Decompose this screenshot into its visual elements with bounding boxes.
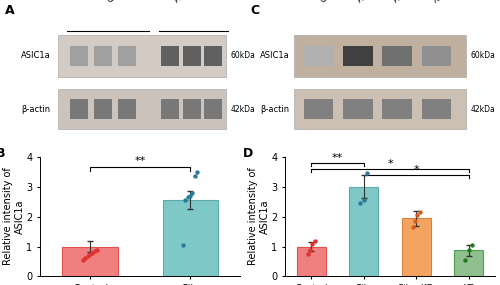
Point [84, 253, 92, 258]
FancyBboxPatch shape [94, 99, 112, 119]
FancyBboxPatch shape [304, 46, 334, 66]
Text: 42kDa: 42kDa [230, 105, 256, 113]
FancyBboxPatch shape [422, 99, 451, 119]
Point [360, 198, 368, 202]
Text: *: * [414, 165, 419, 175]
FancyBboxPatch shape [182, 46, 200, 66]
Text: C: C [250, 4, 259, 17]
Text: 60kDa: 60kDa [470, 52, 496, 60]
FancyBboxPatch shape [58, 89, 226, 129]
Point [82, 256, 90, 260]
Point [461, 258, 469, 262]
Point [90, 249, 98, 253]
Y-axis label: Relative intensity of
ASIC1a: Relative intensity of ASIC1a [3, 168, 24, 265]
Text: Pilo+KD: Pilo+KD [392, 0, 425, 4]
Text: 42kDa: 42kDa [470, 105, 495, 113]
FancyBboxPatch shape [294, 35, 466, 77]
FancyBboxPatch shape [58, 35, 226, 77]
Point [306, 247, 314, 252]
Point [416, 210, 424, 214]
FancyBboxPatch shape [294, 89, 466, 129]
FancyBboxPatch shape [161, 99, 179, 119]
Point [364, 171, 372, 176]
Point [88, 250, 96, 255]
Text: β-actin: β-actin [260, 105, 289, 113]
FancyBboxPatch shape [343, 46, 372, 66]
FancyBboxPatch shape [204, 99, 222, 119]
Bar [454, 250, 483, 276]
Point [188, 190, 196, 195]
Point [356, 201, 364, 205]
Text: Control: Control [318, 0, 348, 4]
Text: β-actin: β-actin [22, 105, 50, 113]
Point [468, 243, 476, 247]
Point [93, 247, 101, 252]
Point [311, 238, 319, 243]
FancyBboxPatch shape [70, 99, 88, 119]
Bar [350, 187, 378, 276]
Point [179, 243, 187, 247]
Bar [162, 200, 218, 276]
Text: **: ** [134, 156, 145, 166]
FancyBboxPatch shape [70, 46, 88, 66]
Text: 60kDa: 60kDa [230, 52, 256, 60]
Text: **: ** [332, 153, 343, 163]
Point [193, 169, 201, 174]
FancyBboxPatch shape [118, 99, 136, 119]
Point [414, 213, 422, 217]
Point [184, 195, 192, 200]
Text: *: * [387, 159, 393, 169]
Point [79, 258, 87, 262]
FancyBboxPatch shape [118, 46, 136, 66]
FancyBboxPatch shape [422, 46, 451, 66]
Point [465, 248, 473, 253]
Bar [297, 247, 326, 276]
Text: D: D [243, 147, 254, 160]
Text: Control: Control [106, 0, 138, 4]
FancyBboxPatch shape [304, 99, 334, 119]
Text: Pilo: Pilo [173, 0, 191, 4]
Point [190, 174, 198, 178]
Text: KD: KD [432, 0, 446, 4]
Text: Pilo: Pilo [356, 0, 372, 4]
FancyBboxPatch shape [382, 99, 412, 119]
Point [304, 252, 312, 256]
Y-axis label: Relative intensity of
ASIC1a: Relative intensity of ASIC1a [248, 168, 270, 265]
Bar [62, 247, 118, 276]
Point [86, 252, 94, 256]
Text: B: B [0, 147, 6, 160]
FancyBboxPatch shape [382, 46, 412, 66]
Point [186, 193, 194, 198]
Point [411, 219, 419, 223]
Text: A: A [5, 4, 15, 17]
FancyBboxPatch shape [343, 99, 372, 119]
FancyBboxPatch shape [182, 99, 200, 119]
FancyBboxPatch shape [204, 46, 222, 66]
Bar [402, 218, 430, 276]
Point [408, 225, 416, 229]
Point [182, 198, 190, 202]
FancyBboxPatch shape [161, 46, 179, 66]
FancyBboxPatch shape [94, 46, 112, 66]
Text: ASIC1a: ASIC1a [260, 52, 289, 60]
Point [308, 241, 316, 246]
Text: ASIC1a: ASIC1a [21, 52, 50, 60]
